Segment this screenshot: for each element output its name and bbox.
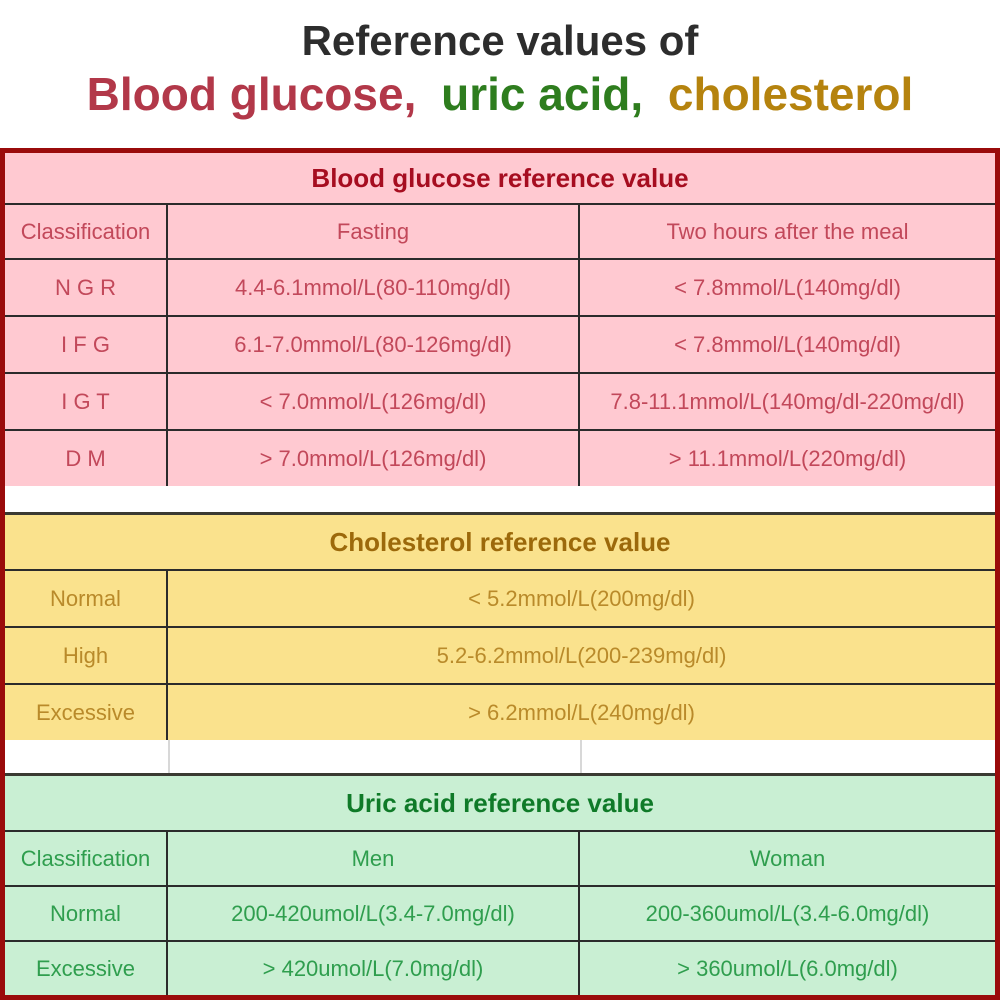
uric-acid-table: Uric acid reference value Classification…: [5, 773, 995, 995]
column-header: Men: [168, 832, 580, 885]
table-cell: Excessive: [5, 685, 168, 740]
table-cell: > 420umol/L(7.0mg/dl): [168, 942, 580, 995]
section-gap: [5, 486, 995, 512]
table-cell: D M: [5, 431, 168, 486]
table-row-normal: Normal 200-420umol/L(3.4-7.0mg/dl) 200-3…: [5, 885, 995, 940]
column-header: Woman: [749, 845, 826, 871]
main-title-line2: Blood glucose, uric acid, cholesterol: [0, 64, 1000, 118]
uric-acid-header-row: Classification Men Woman: [5, 830, 995, 885]
uric-acid-table-title: Uric acid reference value: [346, 787, 654, 818]
table-cell: Normal: [5, 571, 168, 626]
table-cell: > 6.2mmol/L(240mg/dl): [468, 699, 695, 725]
table-cell: < 5.2mmol/L(200mg/dl): [468, 585, 695, 611]
main-title-line1: Reference values of: [301, 17, 699, 64]
cholesterol-table: Cholesterol reference value Normal < 5.2…: [5, 512, 995, 740]
table-cell: > 7.0mmol/L(126mg/dl): [168, 431, 580, 486]
table-row-ngr: N G R 4.4-6.1mmol/L(80-110mg/dl) < 7.8mm…: [5, 258, 995, 315]
cholesterol-table-title: Cholesterol reference value: [329, 526, 671, 557]
blood-glucose-table-title: Blood glucose reference value: [311, 162, 689, 193]
column-divider-line: [580, 740, 582, 773]
title-part-uric-acid: uric acid,: [441, 68, 644, 121]
table-cell: 6.1-7.0mmol/L(80-126mg/dl): [168, 317, 580, 372]
table-row-excessive: Excessive > 6.2mmol/L(240mg/dl): [5, 683, 995, 740]
tables-frame: Blood glucose reference value Classifica…: [0, 148, 1000, 1000]
table-row-excessive: Excessive > 420umol/L(7.0mg/dl) > 360umo…: [5, 940, 995, 995]
main-title: Reference values of Blood glucose, uric …: [0, 0, 1000, 148]
table-cell: N G R: [5, 260, 168, 315]
column-header: Fasting: [168, 205, 580, 258]
table-row-high: High 5.2-6.2mmol/L(200-239mg/dl): [5, 626, 995, 683]
column-divider-line: [168, 740, 170, 773]
section-gap: [5, 740, 995, 773]
title-part-cholesterol: cholesterol: [667, 68, 914, 121]
table-cell: 7.8-11.1mmol/L(140mg/dl-220mg/dl): [610, 388, 965, 414]
table-cell: High: [5, 628, 168, 683]
table-cell: 5.2-6.2mmol/L(200-239mg/dl): [436, 642, 727, 668]
table-row-ifg: I F G 6.1-7.0mmol/L(80-126mg/dl) < 7.8mm…: [5, 315, 995, 372]
column-header: Two hours after the meal: [666, 218, 909, 244]
table-cell: Normal: [5, 887, 168, 940]
table-row-normal: Normal < 5.2mmol/L(200mg/dl): [5, 569, 995, 626]
table-row-igt: I G T < 7.0mmol/L(126mg/dl) 7.8-11.1mmol…: [5, 372, 995, 429]
column-header: Classification: [5, 205, 168, 258]
table-cell: 200-420umol/L(3.4-7.0mg/dl): [168, 887, 580, 940]
table-cell: > 11.1mmol/L(220mg/dl): [668, 445, 907, 471]
table-cell: < 7.8mmol/L(140mg/dl): [674, 274, 901, 300]
table-cell: 4.4-6.1mmol/L(80-110mg/dl): [168, 260, 580, 315]
blood-glucose-table: Blood glucose reference value Classifica…: [5, 153, 995, 486]
table-row-dm: D M > 7.0mmol/L(126mg/dl) > 11.1mmol/L(2…: [5, 429, 995, 486]
blood-glucose-header-row: Classification Fasting Two hours after t…: [5, 203, 995, 258]
table-cell: 200-360umol/L(3.4-6.0mg/dl): [645, 900, 930, 926]
title-part-blood-glucose: Blood glucose,: [86, 68, 417, 121]
column-header: Classification: [5, 832, 168, 885]
table-cell: I G T: [5, 374, 168, 429]
table-cell: Excessive: [5, 942, 168, 995]
table-cell: > 360umol/L(6.0mg/dl): [677, 955, 898, 981]
table-cell: I F G: [5, 317, 168, 372]
table-cell: < 7.0mmol/L(126mg/dl): [168, 374, 580, 429]
table-cell: < 7.8mmol/L(140mg/dl): [674, 331, 901, 357]
